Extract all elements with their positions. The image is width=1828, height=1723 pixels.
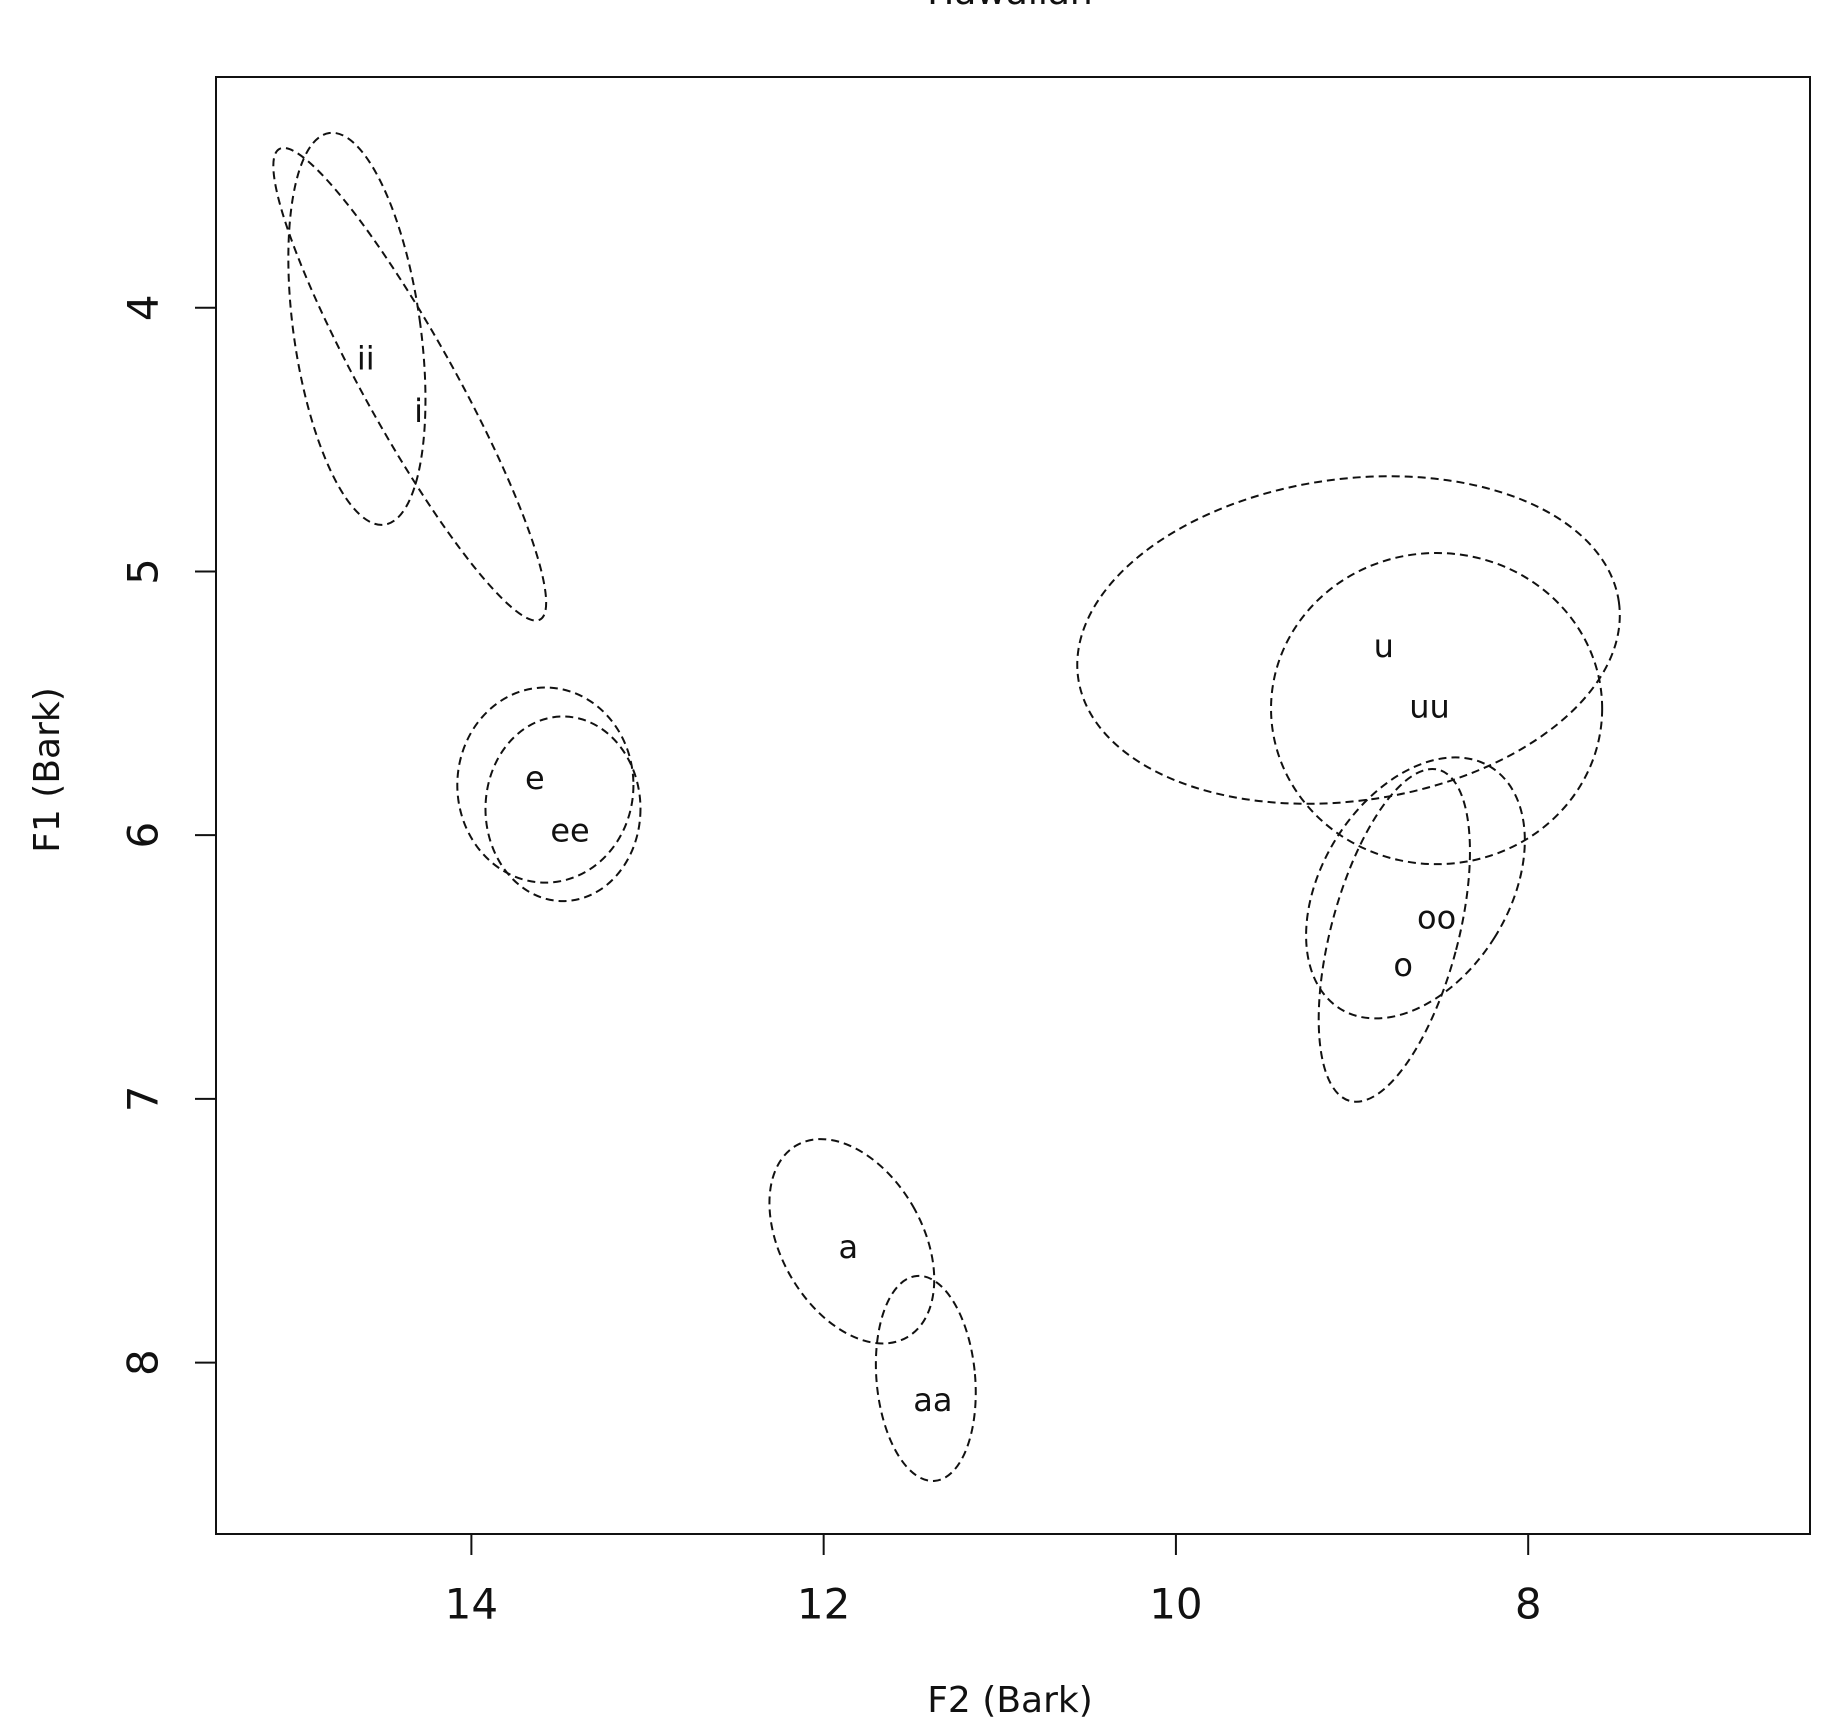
vowel-ellipse	[484, 715, 642, 903]
x-tick-label: 12	[797, 1580, 850, 1629]
vowel-group	[272, 146, 548, 622]
vowel-group	[1076, 475, 1621, 805]
vowel-group	[484, 715, 642, 903]
vowel-label: ee	[550, 812, 589, 850]
vowel-group	[874, 1274, 977, 1482]
y-tick-label: 5	[119, 558, 168, 585]
vowel-group	[456, 686, 635, 884]
vowel-ellipse	[1270, 551, 1604, 866]
x-tick-label: 14	[445, 1580, 498, 1629]
vowel-ellipse	[1317, 767, 1471, 1103]
vowel-label: i	[414, 392, 423, 430]
y-tick-label: 7	[119, 1086, 168, 1113]
vowel-label: u	[1374, 627, 1394, 665]
vowel-group	[1270, 551, 1604, 866]
x-tick-label: 10	[1149, 1580, 1202, 1629]
vowel-group	[1317, 767, 1471, 1103]
vowel-label: uu	[1409, 688, 1450, 726]
vowel-ellipse	[1305, 756, 1526, 1020]
vowel-ellipse	[1076, 475, 1621, 805]
vowel-ellipse	[272, 146, 548, 622]
vowel-label: ii	[357, 339, 375, 377]
x-tick-label: 8	[1515, 1580, 1542, 1629]
y-tick-label: 4	[119, 294, 168, 321]
vowel-ellipse	[456, 686, 635, 884]
vowel-label: aa	[913, 1381, 952, 1419]
vowel-label: a	[839, 1228, 859, 1266]
x-axis-title: F2 (Bark)	[927, 1680, 1093, 1721]
y-axis-title: F1 (Bark)	[27, 687, 68, 853]
vowel-group	[768, 1138, 936, 1345]
plot-frame	[215, 76, 1811, 1535]
y-tick-label: 8	[119, 1349, 168, 1376]
y-tick-label: 6	[119, 822, 168, 849]
vowel-ellipse	[768, 1138, 936, 1345]
vowel-ellipse	[874, 1274, 977, 1482]
vowel-label: o	[1393, 946, 1413, 984]
vowel-label: oo	[1417, 899, 1456, 937]
vowel-group	[1305, 756, 1526, 1020]
vowel-ellipse	[287, 131, 427, 526]
vowel-group	[287, 131, 427, 526]
chart-title: Hawaiian	[927, 0, 1093, 13]
vowel-label: e	[525, 759, 545, 797]
